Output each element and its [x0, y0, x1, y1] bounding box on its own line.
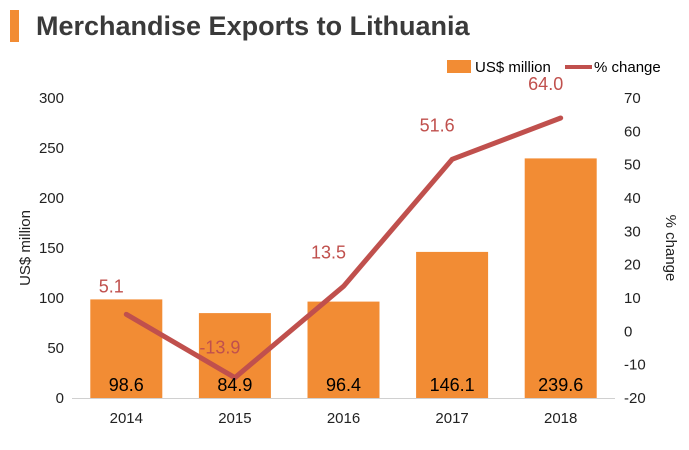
x-tick-label: 2016: [327, 410, 360, 427]
bar: [524, 158, 597, 398]
left-axis: 0 50 100 150 200 250 300 US$ million: [17, 90, 64, 407]
right-tick-label: 10: [624, 290, 641, 307]
right-axis-title: % change: [662, 215, 679, 282]
bar: [416, 251, 489, 398]
left-tick-label: 0: [56, 390, 64, 407]
legend-label-bar: US$ million: [475, 59, 551, 76]
line-point: [233, 376, 237, 380]
bar-series: [90, 158, 597, 398]
x-tick-label: 2015: [218, 410, 251, 427]
line-point: [450, 157, 454, 161]
left-axis-title: US$ million: [17, 210, 34, 286]
chart-title: Merchandise Exports to Lithuania: [36, 11, 470, 41]
line-value-label: 13.5: [311, 242, 346, 262]
right-axis: -20 -10 0 10 20 30 40 50 60 70 % change: [624, 90, 679, 407]
legend-swatch-bar: [447, 60, 471, 73]
left-tick-label: 50: [47, 340, 64, 357]
x-tick-label: 2014: [110, 410, 143, 427]
legend: US$ million % change: [447, 59, 661, 76]
x-tick-label: 2018: [544, 410, 577, 427]
left-tick-label: 300: [39, 90, 64, 107]
right-tick-label: 30: [624, 223, 641, 240]
x-tick-label: 2017: [435, 410, 468, 427]
bar-value-label: 239.6: [538, 375, 583, 395]
bar-value-label: 96.4: [326, 375, 361, 395]
right-tick-label: 50: [624, 157, 641, 174]
right-tick-label: 0: [624, 323, 632, 340]
right-tick-label: 70: [624, 90, 641, 107]
data-labels: 98.6 84.9 96.4 146.1 239.6 5.1 -13.9 13.5 51.6 64…: [99, 74, 583, 395]
right-tick-label: 20: [624, 257, 641, 274]
line-value-label: 51.6: [420, 115, 455, 135]
bar-value-label: 98.6: [109, 375, 144, 395]
line-point: [124, 312, 128, 316]
line-point: [559, 116, 563, 120]
right-tick-label: -10: [624, 357, 646, 374]
left-tick-label: 200: [39, 190, 64, 207]
left-tick-label: 250: [39, 140, 64, 157]
right-tick-label: 40: [624, 190, 641, 207]
line-value-label: 64.0: [528, 74, 563, 94]
line-point: [342, 284, 345, 288]
left-tick-label: 100: [39, 290, 64, 307]
line-value-label: -13.9: [199, 338, 240, 358]
bar-value-label: 146.1: [430, 375, 475, 395]
bar-value-label: 84.9: [217, 375, 252, 395]
x-axis: 2014 2015 2016 2017 2018: [72, 398, 615, 427]
line-value-label: 5.1: [99, 276, 124, 296]
bar: [307, 301, 380, 398]
title-accent-bar: [10, 10, 19, 42]
right-tick-label: -20: [624, 390, 646, 407]
left-tick-label: 150: [39, 240, 64, 257]
line-series: [123, 115, 564, 381]
right-tick-label: 60: [624, 123, 641, 140]
legend-label-line: % change: [594, 59, 661, 76]
